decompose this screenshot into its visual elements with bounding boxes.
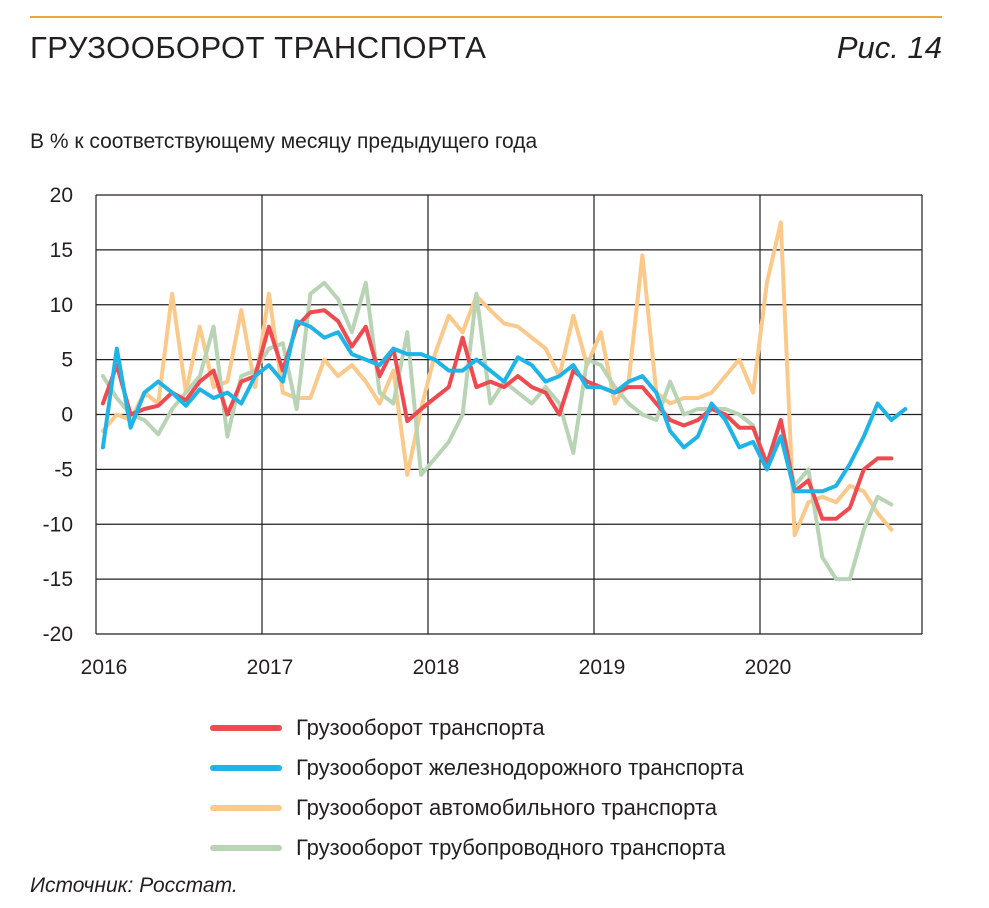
legend-swatch-total (210, 725, 282, 731)
legend-item-road: Грузооборот автомобильного транспорта (210, 788, 744, 828)
x-tick-label: 2019 (579, 656, 626, 679)
y-tick-label: -10 (43, 513, 73, 536)
x-tick-label: 2016 (81, 656, 128, 679)
chart-subtitle: В % к соответствующему месяцу предыдущег… (30, 130, 538, 153)
x-tick-label: 2020 (745, 656, 792, 679)
legend-item-pipeline: Грузооборот трубопроводного транспорта (210, 828, 744, 868)
y-tick-label: 20 (50, 184, 73, 207)
legend-label-road: Грузооборот автомобильного транспорта (296, 795, 717, 820)
y-tick-label: -15 (43, 568, 73, 591)
chart-title: ГРУЗООБОРОТ ТРАНСПОРТА (30, 30, 487, 65)
legend-swatch-railway (210, 765, 282, 771)
top-rule (30, 16, 942, 18)
legend-label-pipeline: Грузооборот трубопроводного транспорта (296, 835, 726, 860)
y-tick-label: 5 (61, 349, 73, 372)
series-line-2 (100, 220, 894, 538)
x-tick-label: 2018 (413, 656, 460, 679)
source-note: Источник: Росстат. (30, 874, 238, 897)
legend-swatch-road (210, 805, 282, 811)
y-tick-label: -5 (54, 458, 73, 481)
legend-swatch-pipeline (210, 845, 282, 851)
chart-legend: Грузооборот транспорта Грузооборот желез… (210, 708, 744, 868)
y-tick-label: 0 (61, 404, 73, 427)
x-tick-label: 2017 (247, 656, 294, 679)
series-line-3 (100, 280, 894, 582)
legend-label-total: Грузооборот транспорта (296, 715, 545, 740)
y-tick-label: 10 (50, 294, 73, 317)
y-tick-label: 15 (50, 239, 73, 262)
series-line-1 (100, 319, 908, 494)
legend-item-railway: Грузооборот железнодорожного транспорта (210, 748, 744, 788)
legend-item-total: Грузооборот транспорта (210, 708, 744, 748)
legend-label-railway: Грузооборот железнодорожного транспорта (296, 755, 744, 780)
y-tick-label: -20 (43, 623, 73, 646)
line-chart: 20 15 10 5 0 -5 -10 -15 -20 2016 2017 2018 2019 2020 (43, 184, 923, 679)
figure-label: Рис. 14 (836, 30, 942, 65)
